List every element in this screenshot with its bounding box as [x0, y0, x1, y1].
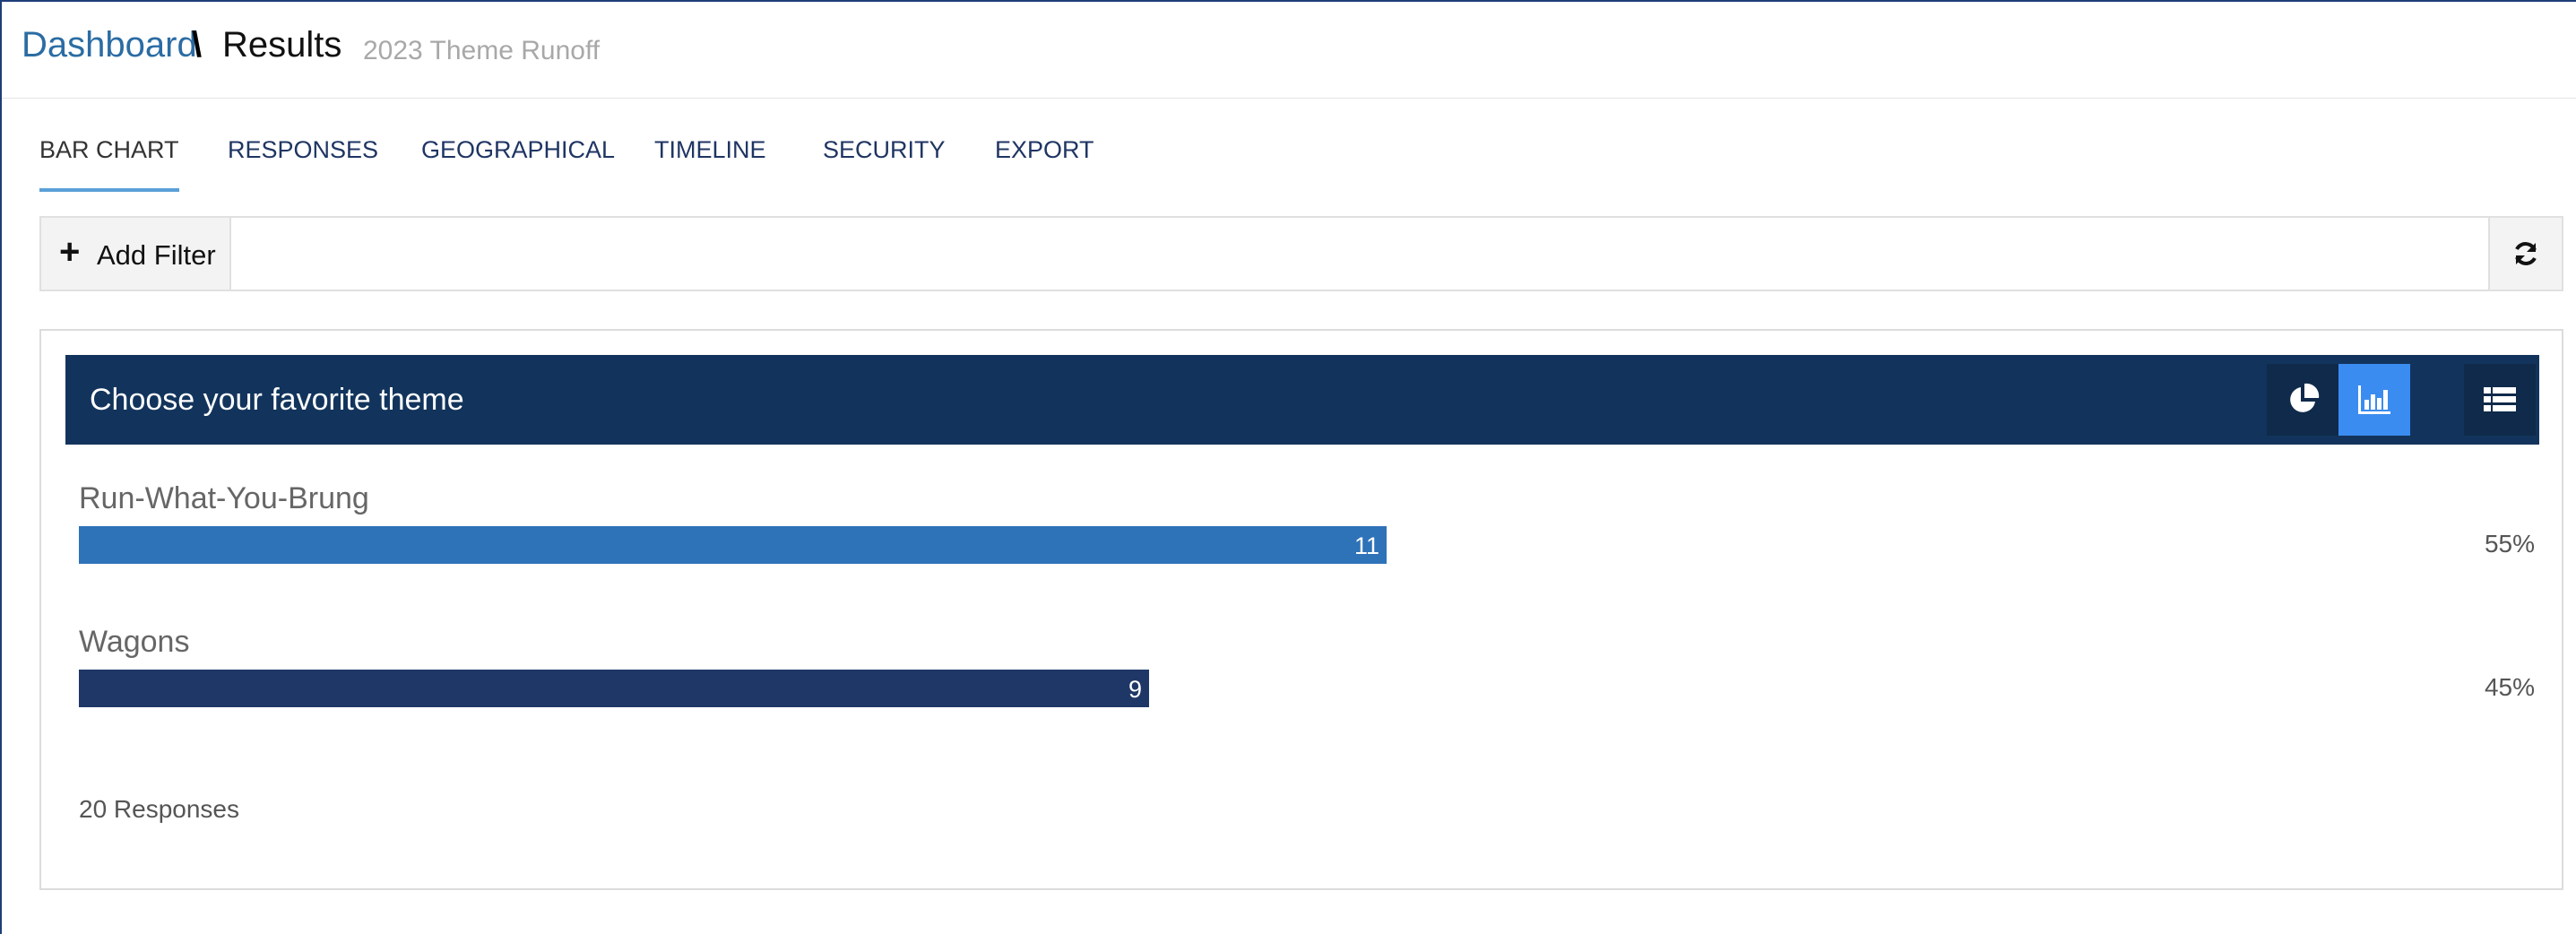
add-filter-button[interactable]: + Add Filter	[41, 218, 231, 290]
bar-count-label: 11	[1353, 532, 1379, 559]
survey-name: 2023 Theme Runoff	[363, 36, 601, 65]
breadcrumb-dashboard-link[interactable]: Dashboard	[22, 25, 197, 65]
bar-count-label: 9	[1128, 676, 1142, 703]
refresh-icon	[2515, 242, 2537, 265]
tab-bar-chart[interactable]: BAR CHART	[39, 136, 179, 192]
answer-row: Run-What-You-Brung 11 55%	[79, 481, 2535, 580]
pie-chart-view-button[interactable]	[2267, 364, 2338, 436]
page-title: Results	[222, 25, 342, 65]
filter-bar: + Add Filter	[39, 216, 2563, 291]
add-filter-label: Add Filter	[97, 239, 216, 271]
bar: 9	[79, 670, 1149, 707]
pie-chart-icon	[2290, 383, 2320, 412]
breadcrumb-separator: \	[192, 25, 203, 65]
page-header: Dashboard \ Results 2023 Theme Runoff	[2, 2, 2576, 99]
answer-label: Run-What-You-Brung	[79, 481, 369, 515]
question-results-panel: Choose your favorite theme	[39, 329, 2563, 890]
tab-timeline[interactable]: TIMELINE	[654, 136, 766, 163]
bar-percent-label: 55%	[2484, 530, 2535, 558]
responses-count: 20 Responses	[79, 795, 240, 823]
tab-security[interactable]: SECURITY	[823, 136, 946, 163]
bar-percent-label: 45%	[2484, 673, 2535, 701]
bar-chart-view-button[interactable]	[2338, 364, 2410, 436]
list-icon	[2484, 387, 2516, 411]
tab-geographical[interactable]: GEOGRAPHICAL	[421, 136, 616, 163]
bar-track: 9	[79, 670, 2463, 707]
answer-row: Wagons 9 45%	[79, 625, 2535, 723]
question-header: Choose your favorite theme	[65, 355, 2539, 445]
answer-label: Wagons	[79, 625, 190, 659]
bar-track: 11	[79, 526, 2463, 564]
bar: 11	[79, 526, 1387, 564]
refresh-button[interactable]	[2488, 218, 2562, 290]
tab-responses[interactable]: RESPONSES	[228, 136, 379, 163]
question-title: Choose your favorite theme	[90, 383, 464, 417]
bar-chart-icon	[2358, 385, 2390, 414]
list-view-button[interactable]	[2464, 364, 2536, 436]
plus-icon: +	[59, 232, 81, 272]
tab-export[interactable]: EXPORT	[995, 136, 1094, 163]
